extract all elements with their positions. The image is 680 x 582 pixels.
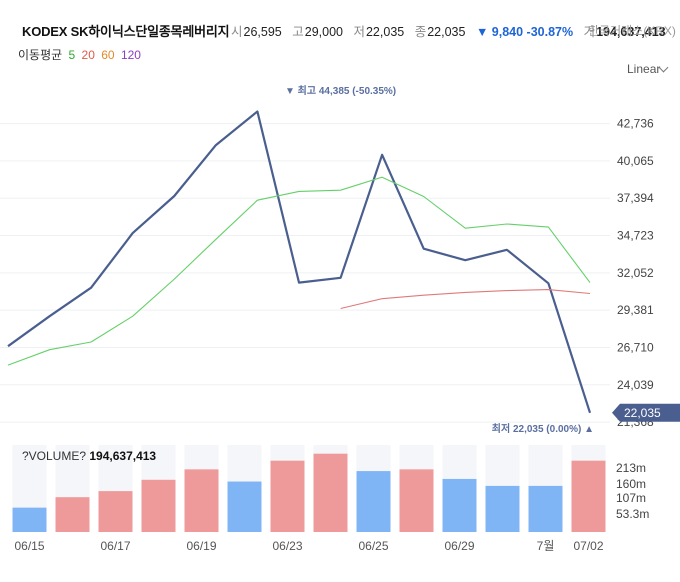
- x-tick-label: 06/29: [444, 539, 474, 553]
- open-value: 26,595: [243, 25, 282, 39]
- volume-label: 거: [583, 25, 596, 39]
- y-tick-label: 26,710: [617, 340, 654, 354]
- x-tick-label: 06/17: [100, 539, 130, 553]
- volume-tick-label: 107m: [616, 491, 646, 505]
- open-label: 시: [231, 25, 243, 39]
- volume-panel-value: 194,637,413: [89, 449, 157, 463]
- x-tick-label: 06/25: [358, 539, 388, 553]
- y-tick-label: 40,065: [617, 154, 654, 168]
- series-line-price: [7, 110, 592, 414]
- volume-bar: [399, 469, 434, 532]
- x-tick-label: 06/19: [186, 539, 216, 553]
- volume-bar: [98, 491, 133, 532]
- y-tick-label: 29,381: [617, 303, 654, 317]
- change-value: ▼ 9,840 -30.87%: [475, 25, 574, 39]
- x-tick-label: 07/02: [573, 539, 603, 553]
- series-line-20: [340, 289, 591, 310]
- ma-20[interactable]: 20: [81, 48, 95, 62]
- volume-panel-label: ?VOLUME? 194,637,413: [22, 449, 156, 463]
- high-value: 29,000: [304, 25, 343, 39]
- y-tick-label: 32,052: [617, 266, 654, 280]
- last-price-tag: [612, 403, 680, 422]
- exchange-label: 한국거래소(KRX): [588, 24, 676, 38]
- volume-tick-label: 53.3m: [616, 507, 649, 521]
- y-tick-label: 42,736: [617, 117, 654, 131]
- volume-bar: [227, 481, 262, 532]
- last-price-label: 22,035: [624, 406, 661, 420]
- high-label: 고: [292, 25, 304, 39]
- x-tick-label: 06/23: [272, 539, 302, 553]
- low-label: 저: [353, 25, 365, 39]
- low-value: 22,035: [365, 25, 405, 39]
- high-annotation: ▼ 최고 44,385 (-50.35%): [285, 84, 396, 97]
- close-value: 22,035: [427, 25, 466, 39]
- volume-bar: [141, 479, 176, 532]
- volume-bar: [12, 507, 47, 532]
- x-tick-label: 06/15: [14, 539, 44, 553]
- price-stats: 시26,595 고29,000 저22,035 종22,035 ▼ 9,840 …: [231, 21, 666, 40]
- volume-bar: [184, 469, 219, 532]
- volume-bar: [356, 471, 391, 532]
- ma-label: 이동평균: [18, 48, 63, 62]
- volume-bar: [571, 460, 606, 532]
- volume-panel-title: ?VOLUME?: [22, 449, 87, 463]
- volume-bar: [313, 453, 348, 532]
- stock-title: KODEX SK하이닉스단일종목레버리지: [22, 24, 230, 39]
- ma-5[interactable]: 5: [68, 48, 76, 62]
- volume-bar: [270, 460, 305, 532]
- x-tick-label: 7월: [537, 539, 555, 553]
- series-line-5: [7, 176, 591, 366]
- volume-bar: [528, 485, 563, 532]
- volume-bar: [442, 478, 477, 532]
- y-tick-label: 34,723: [617, 229, 654, 243]
- volume-tick-label: 160m: [616, 477, 646, 491]
- y-tick-label: 24,039: [617, 378, 654, 392]
- volume-bar: [485, 485, 520, 532]
- y-tick-label: 37,394: [617, 191, 654, 205]
- moving-average-legend[interactable]: 이동평균 5 20 60 120: [18, 46, 144, 63]
- low-annotation: 최저 22,035 (0.00%) ▲: [492, 422, 594, 435]
- ma-60[interactable]: 60: [101, 48, 115, 62]
- volume-value: 194,637,413: [596, 25, 666, 39]
- scale-selector[interactable]: Linear: [627, 62, 661, 76]
- volume-tick-label: 213m: [616, 461, 646, 475]
- close-label: 종: [414, 25, 427, 39]
- ma-120[interactable]: 120: [120, 48, 141, 62]
- chart-header: KODEX SK하이닉스단일종목레버리지 시26,595 고29,000 저22…: [0, 0, 680, 76]
- volume-bar: [55, 497, 90, 532]
